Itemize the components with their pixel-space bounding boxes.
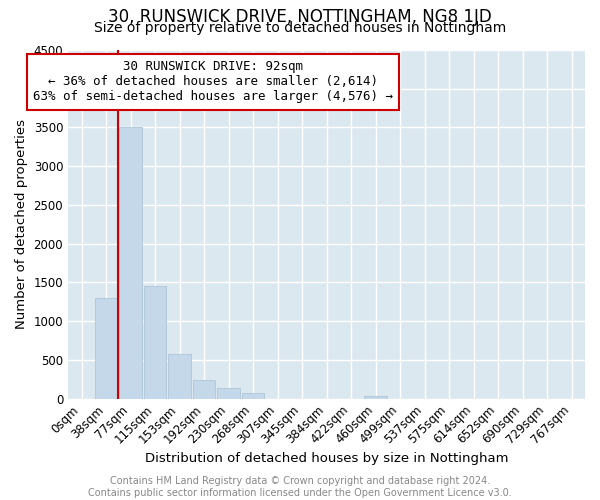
X-axis label: Distribution of detached houses by size in Nottingham: Distribution of detached houses by size … [145, 452, 508, 465]
Y-axis label: Number of detached properties: Number of detached properties [15, 120, 28, 330]
Bar [169, 354, 191, 399]
Text: 30 RUNSWICK DRIVE: 92sqm
← 36% of detached houses are smaller (2,614)
63% of sem: 30 RUNSWICK DRIVE: 92sqm ← 36% of detach… [33, 60, 393, 104]
Text: Size of property relative to detached houses in Nottingham: Size of property relative to detached ho… [94, 21, 506, 35]
Bar [242, 392, 264, 398]
Text: Contains HM Land Registry data © Crown copyright and database right 2024.
Contai: Contains HM Land Registry data © Crown c… [88, 476, 512, 498]
Bar [144, 286, 166, 399]
Bar [217, 388, 239, 398]
Bar [364, 396, 386, 398]
Bar [193, 380, 215, 398]
Bar [95, 298, 117, 398]
Bar [119, 128, 142, 398]
Text: 30, RUNSWICK DRIVE, NOTTINGHAM, NG8 1JD: 30, RUNSWICK DRIVE, NOTTINGHAM, NG8 1JD [108, 8, 492, 26]
